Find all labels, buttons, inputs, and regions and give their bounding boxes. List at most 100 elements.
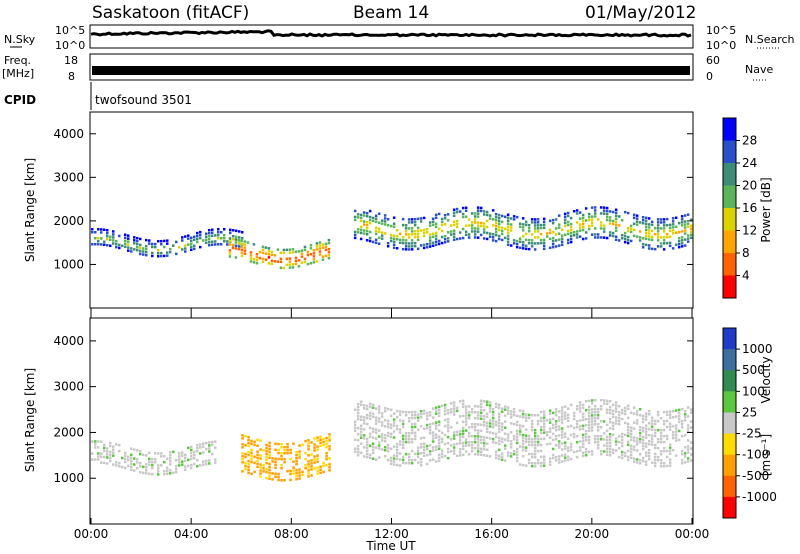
power-echo-cell <box>232 235 235 238</box>
power-echo-cell <box>620 219 624 222</box>
velocity-echo-cell <box>157 464 160 467</box>
power-echo-cell <box>671 223 675 226</box>
velocity-echo-cell <box>512 437 516 441</box>
velocity-echo-cell <box>289 478 292 482</box>
velocity-echo-cell <box>214 440 217 443</box>
power-echo-cell <box>127 249 130 252</box>
velocity-echo-cell <box>437 459 441 462</box>
velocity-echo-cell <box>196 447 199 450</box>
velocity-echo-cell <box>280 452 283 455</box>
velocity-echo-cell <box>518 430 522 433</box>
velocity-echo-cell <box>190 445 193 449</box>
power-echo-cell <box>461 236 465 240</box>
velocity-echo-cell <box>434 433 438 436</box>
velocity-echo-cell <box>362 428 366 431</box>
power-echo-cell <box>530 221 534 224</box>
velocity-echo-cell <box>560 436 564 439</box>
velocity-echo-cell <box>629 426 633 429</box>
velocity-echo-cell <box>659 432 663 435</box>
velocity-echo-cell <box>653 464 657 468</box>
power-echo-cell <box>97 228 100 231</box>
velocity-echo-cell <box>250 460 253 464</box>
power-echo-cell <box>243 240 247 243</box>
power-colorbar-swatch <box>723 185 736 209</box>
power-colorbar-swatch <box>723 163 736 186</box>
velocity-echo-cell <box>112 445 115 448</box>
velocity-echo-cell <box>124 454 127 458</box>
power-echo-cell <box>401 235 405 239</box>
power-echo-cell <box>608 219 612 222</box>
power-echo-cell <box>569 237 573 241</box>
velocity-echo-cell <box>617 435 621 438</box>
power-echo-cell <box>410 227 414 230</box>
velocity-echo-cell <box>500 422 504 425</box>
power-echo-cell <box>276 260 280 263</box>
power-echo-cell <box>548 246 552 250</box>
velocity-echo-cell <box>557 410 561 413</box>
velocity-echo-cell <box>668 461 672 464</box>
power-echo-cell <box>243 243 247 246</box>
velocity-echo-cell <box>374 458 378 461</box>
power-echo-cell <box>413 220 417 224</box>
velocity-echo-cell <box>467 414 471 417</box>
velocity-echo-cell <box>328 469 331 472</box>
velocity-echo-cell <box>127 458 130 462</box>
power-echo-cell <box>306 262 310 266</box>
velocity-echo-cell <box>515 420 519 424</box>
velocity-echo-cell <box>325 445 328 449</box>
velocity-echo-cell <box>289 472 292 476</box>
velocity-echo-cell <box>503 438 507 441</box>
velocity-echo-cell <box>581 424 585 428</box>
velocity-echo-cell <box>539 455 543 459</box>
power-echo-cell <box>294 259 298 263</box>
power-echo-cell <box>536 230 540 233</box>
power-echo-cell <box>557 244 561 247</box>
velocity-echo-cell <box>244 434 247 438</box>
velocity-echo-cell <box>280 458 283 461</box>
power-echo-cell <box>356 216 360 219</box>
velocity-echo-cell <box>464 408 468 411</box>
velocity-echo-cell <box>584 451 588 454</box>
velocity-echo-cell <box>665 464 669 468</box>
velocity-echo-cell <box>283 449 286 452</box>
power-echo-cell <box>321 246 325 249</box>
velocity-echo-cell <box>509 413 513 416</box>
velocity-echo-cell <box>410 428 414 432</box>
velocity-echo-cell <box>286 445 289 449</box>
power-echo-cell <box>461 212 465 216</box>
power-echo-cell <box>647 229 651 232</box>
velocity-echo-cell <box>383 434 387 437</box>
velocity-echo-cell <box>431 407 435 410</box>
power-echo-cell <box>521 241 525 244</box>
power-echo-cell <box>428 242 432 245</box>
velocity-echo-cell <box>584 430 588 433</box>
power-echo-cell <box>410 221 414 224</box>
velocity-echo-cell <box>371 451 375 454</box>
velocity-echo-cell <box>530 443 534 447</box>
velocity-echo-cell <box>425 414 429 418</box>
velocity-echo-cell <box>563 444 567 447</box>
velocity-echo-cell <box>371 445 375 448</box>
velocity-echo-cell <box>97 458 100 461</box>
velocity-echo-cell <box>422 454 426 457</box>
velocity-echo-cell <box>590 423 594 426</box>
velocity-echo-cell <box>181 454 184 457</box>
power-echo-cell <box>527 241 531 245</box>
power-echo-cell <box>629 230 633 234</box>
velocity-echo-cell <box>599 435 603 438</box>
velocity-echo-cell <box>557 455 561 458</box>
power-echo-cell <box>656 236 660 239</box>
power-echo-cell <box>428 239 432 242</box>
power-echo-cell <box>506 228 510 231</box>
power-echo-cell <box>318 247 322 250</box>
velocity-echo-cell <box>280 467 283 470</box>
velocity-echo-cell <box>265 467 268 471</box>
power-echo-cell <box>321 243 325 246</box>
power-echo-cell <box>548 231 552 235</box>
velocity-echo-cell <box>470 426 474 429</box>
power-echo-cell <box>130 250 133 253</box>
velocity-echo-cell <box>563 456 567 459</box>
power-echo-cell <box>362 223 366 226</box>
velocity-echo-cell <box>461 426 465 430</box>
power-echo-cell <box>124 245 127 248</box>
